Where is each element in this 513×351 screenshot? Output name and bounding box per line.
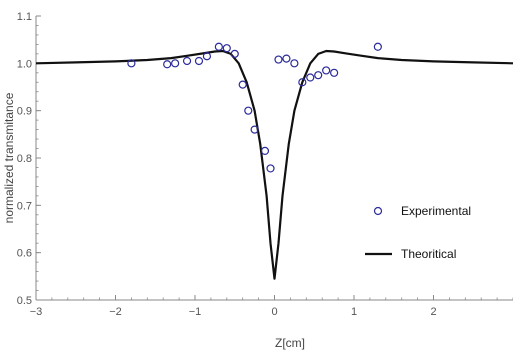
experimental-point [171, 59, 180, 68]
experimental-point [194, 56, 204, 66]
experimental-point [373, 42, 382, 51]
y-tick-label: 0.6 [17, 248, 32, 260]
experimental-point [202, 52, 212, 61]
x-tick-label: 0 [271, 306, 277, 318]
experimental-point [274, 55, 283, 64]
theoretical-series [35, 49, 513, 280]
x-tick-label: −2 [109, 306, 122, 318]
x-tick-label: 1 [351, 306, 357, 318]
x-axis-title: Z[cm] [275, 336, 305, 350]
experimental-point [230, 49, 239, 58]
ticks: −3 −2 −1 0 1 2 0.5 0.6 0.7 0.8 0.9 1.0 1.1 [17, 11, 513, 318]
experimental-point [214, 42, 223, 51]
legend-experimental-label: Experimental [401, 204, 471, 218]
y-tick-label: 1.0 [17, 58, 32, 70]
legend-experimental-marker [373, 206, 383, 216]
y-tick-label: 0.9 [17, 106, 32, 118]
experimental-point [298, 78, 307, 87]
experimental-point [244, 106, 253, 115]
experimental-series [127, 42, 382, 173]
experimental-point [282, 54, 291, 63]
experimental-point [250, 125, 259, 134]
legend-theoretical-label: Theoritical [401, 247, 456, 261]
legend: Experimental Theoritical [365, 204, 471, 261]
x-tick-label: 2 [430, 306, 436, 318]
y-tick-label: 1.1 [17, 11, 32, 23]
x-tick-label: −3 [30, 306, 43, 318]
experimental-point [127, 59, 136, 68]
y-tick-label: 0.8 [17, 153, 32, 165]
experimental-point [306, 73, 315, 82]
y-tick-label: 0.7 [17, 200, 32, 212]
theoretical-curve [35, 49, 513, 280]
experimental-point [290, 59, 299, 68]
y-tick-label: 0.5 [17, 295, 32, 307]
experimental-point [238, 80, 247, 89]
x-tick-label: −1 [189, 306, 202, 318]
experimental-point [314, 71, 323, 80]
experimental-point [163, 60, 172, 69]
experimental-point [266, 164, 275, 173]
experimental-point [330, 68, 339, 77]
experimental-point [260, 146, 270, 155]
experimental-point [322, 66, 331, 75]
y-axis-title: normalized transmitance [2, 92, 16, 223]
experimental-point [222, 44, 231, 53]
experimental-point [182, 56, 192, 66]
